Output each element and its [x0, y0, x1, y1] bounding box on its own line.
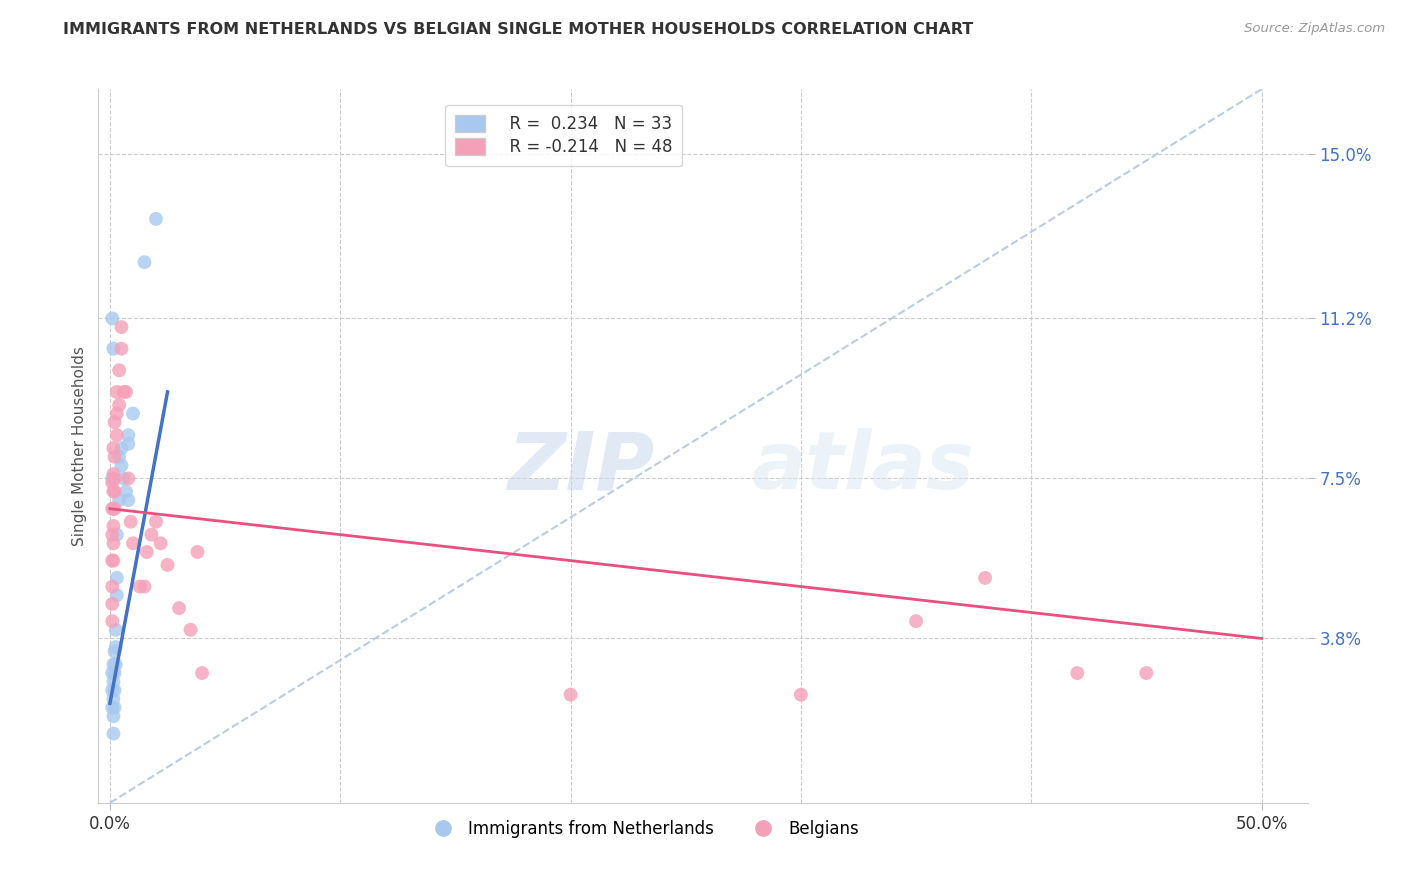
Point — [103, 342, 125, 356]
Point — [104, 657, 127, 672]
Point — [180, 623, 202, 637]
Point — [103, 657, 125, 672]
Point — [128, 580, 150, 594]
Point — [1135, 666, 1157, 681]
Text: IMMIGRANTS FROM NETHERLANDS VS BELGIAN SINGLE MOTHER HOUSEHOLDS CORRELATION CHAR: IMMIGRANTS FROM NETHERLANDS VS BELGIAN S… — [63, 22, 973, 37]
Point — [103, 450, 125, 464]
Point — [110, 458, 132, 473]
Text: ZIP: ZIP — [508, 428, 655, 507]
Point — [110, 342, 132, 356]
Point — [790, 688, 813, 702]
Point — [560, 688, 582, 702]
Point — [145, 515, 167, 529]
Point — [103, 484, 125, 499]
Point — [103, 700, 125, 714]
Point — [104, 640, 127, 654]
Point — [145, 211, 167, 226]
Point — [103, 536, 125, 550]
Point — [117, 437, 139, 451]
Point — [120, 515, 142, 529]
Point — [112, 471, 135, 485]
Point — [108, 363, 131, 377]
Point — [141, 527, 163, 541]
Point — [101, 597, 124, 611]
Point — [115, 484, 138, 499]
Point — [103, 726, 125, 740]
Point — [105, 407, 128, 421]
Legend: Immigrants from Netherlands, Belgians: Immigrants from Netherlands, Belgians — [419, 814, 866, 845]
Point — [103, 501, 125, 516]
Point — [103, 471, 125, 485]
Point — [108, 493, 131, 508]
Point — [905, 614, 928, 628]
Point — [103, 709, 125, 723]
Point — [167, 601, 190, 615]
Point — [105, 384, 128, 399]
Point — [101, 614, 124, 628]
Point — [103, 519, 125, 533]
Point — [103, 415, 125, 429]
Point — [110, 320, 132, 334]
Point — [108, 398, 131, 412]
Point — [104, 623, 127, 637]
Point — [191, 666, 214, 681]
Point — [103, 484, 125, 499]
Point — [108, 450, 131, 464]
Point — [122, 407, 145, 421]
Point — [103, 666, 125, 681]
Point — [103, 467, 125, 482]
Point — [103, 683, 125, 698]
Point — [135, 545, 157, 559]
Point — [103, 553, 125, 567]
Point — [149, 536, 172, 550]
Point — [103, 501, 125, 516]
Text: atlas: atlas — [751, 428, 974, 507]
Point — [101, 471, 124, 485]
Point — [1066, 666, 1088, 681]
Point — [115, 384, 138, 399]
Y-axis label: Single Mother Households: Single Mother Households — [72, 346, 87, 546]
Point — [101, 311, 124, 326]
Point — [101, 501, 124, 516]
Point — [122, 536, 145, 550]
Point — [974, 571, 997, 585]
Point — [186, 545, 208, 559]
Text: Source: ZipAtlas.com: Source: ZipAtlas.com — [1244, 22, 1385, 36]
Point — [105, 588, 128, 602]
Point — [117, 471, 139, 485]
Point — [101, 683, 124, 698]
Point — [112, 384, 135, 399]
Point — [110, 441, 132, 455]
Point — [103, 441, 125, 455]
Point — [156, 558, 179, 572]
Point — [105, 571, 128, 585]
Point — [117, 428, 139, 442]
Point — [103, 644, 125, 658]
Point — [101, 553, 124, 567]
Point — [134, 580, 156, 594]
Point — [101, 527, 124, 541]
Point — [101, 666, 124, 681]
Point — [101, 475, 124, 490]
Point — [105, 428, 128, 442]
Point — [101, 700, 124, 714]
Point — [105, 527, 128, 541]
Point — [117, 493, 139, 508]
Point — [134, 255, 156, 269]
Point — [101, 580, 124, 594]
Point — [103, 692, 125, 706]
Point — [103, 674, 125, 689]
